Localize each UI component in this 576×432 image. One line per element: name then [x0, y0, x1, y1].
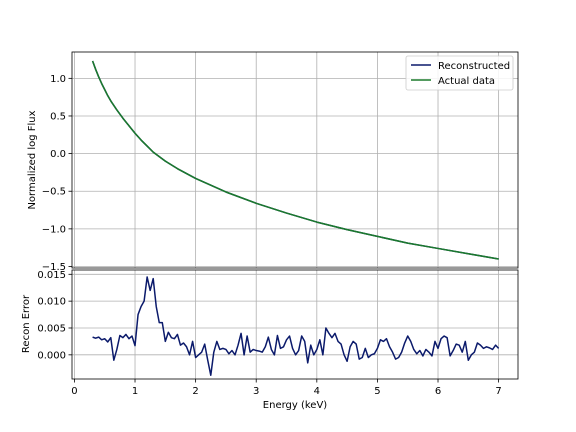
top-y-axis-label: Normalized log Flux	[27, 110, 38, 209]
top-plot-frame	[71, 51, 519, 269]
legend: Reconstructed Actual data	[405, 55, 514, 91]
x-tick-label: 7	[495, 386, 501, 397]
bottom-y-tick-label: 0.000	[37, 350, 66, 361]
x-tick-label: 1	[132, 386, 138, 397]
bottom-y-axis-label: Recon Error	[21, 294, 32, 353]
bottom-x-ticks: 0 1 2 3 4 5 6 7	[71, 379, 502, 397]
top-y-tick-label: 0.0	[50, 149, 66, 160]
legend-box	[405, 55, 514, 91]
x-axis-label: Energy (keV)	[263, 400, 328, 411]
series-line-actual-data	[91, 60, 499, 260]
bottom-y-tick-label: 0.015	[37, 270, 66, 281]
top-y-tick-label: −1.5	[42, 262, 66, 273]
bottom-plot-frame	[71, 269, 519, 380]
bottom-y-ticks: 0.000 0.005 0.010 0.015	[37, 270, 72, 361]
top-y-ticks: 1.0 0.5 0.0 −0.5 −1.0 −1.5	[42, 74, 72, 273]
x-tick-label: 4	[314, 386, 320, 397]
top-grid	[72, 52, 518, 268]
x-tick-label: 6	[435, 386, 441, 397]
x-tick-label: 3	[253, 386, 259, 397]
x-tick-label: 5	[374, 386, 380, 397]
bottom-panel: 0.000 0.005 0.010 0.015 0 1 2 3 4 5 6 7 Recon Erro…	[21, 269, 519, 411]
top-y-tick-label: −1.0	[42, 224, 66, 235]
bottom-lines	[92, 276, 500, 376]
legend-label-reconstructed: Reconstructed	[438, 61, 510, 72]
x-tick-label: 2	[192, 386, 198, 397]
top-y-tick-label: 0.5	[50, 111, 66, 122]
legend-label-actual-data: Actual data	[438, 76, 495, 87]
top-y-tick-label: −0.5	[42, 187, 66, 198]
series-line-recon-error	[92, 276, 500, 376]
bottom-y-tick-label: 0.005	[37, 323, 66, 334]
top-panel: 1.0 0.5 0.0 −0.5 −1.0 −1.5 Normalized log Flu…	[27, 51, 519, 273]
top-y-tick-label: 1.0	[50, 74, 66, 85]
bottom-plot-area	[72, 270, 518, 379]
bottom-y-tick-label: 0.010	[37, 297, 66, 308]
x-tick-label: 0	[71, 386, 77, 397]
top-lines	[91, 60, 499, 260]
